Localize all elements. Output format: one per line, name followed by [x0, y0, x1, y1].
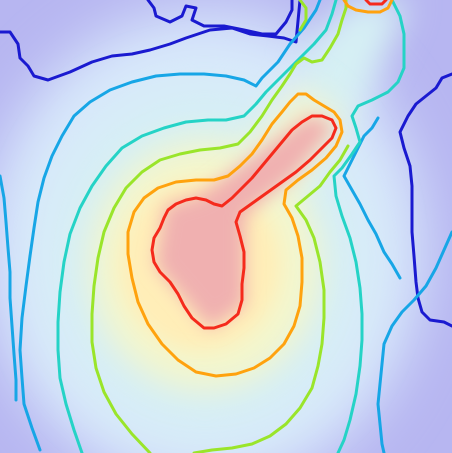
contour-level-5 — [126, 92, 344, 378]
contour-level-2 — [376, 230, 452, 453]
contour-level-4 — [298, 0, 308, 32]
contour-level-5 — [342, 0, 394, 14]
heat-band-peak — [155, 115, 335, 330]
contour-level-6 — [150, 114, 338, 330]
contour-level-4 — [192, 144, 350, 453]
contour-level-3 — [56, 0, 338, 453]
contour-level-1 — [398, 72, 452, 328]
contour-level-1 — [146, 0, 294, 36]
contour-level-2 — [342, 116, 402, 280]
contour-level-3 — [332, 0, 406, 453]
heat-field — [0, 0, 425, 453]
contour-level-6 — [364, 0, 388, 6]
contour-level-2 — [18, 0, 322, 452]
contour-level-4 — [90, 0, 348, 453]
contour-level-2 — [0, 174, 18, 402]
